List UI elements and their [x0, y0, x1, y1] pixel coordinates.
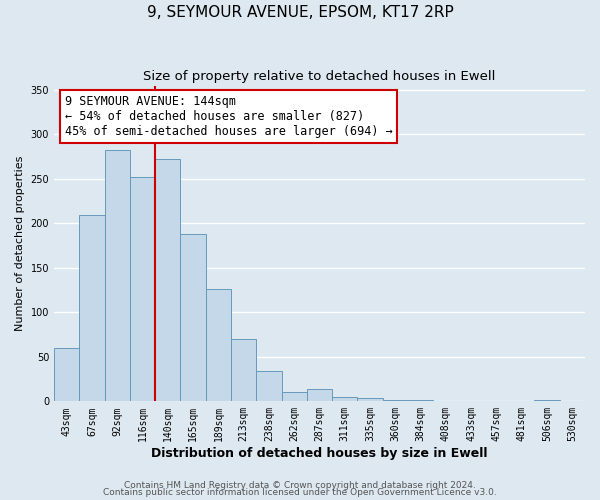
- Bar: [206, 290, 231, 402]
- Bar: [256, 371, 281, 402]
- Bar: [281, 392, 307, 402]
- Bar: [181, 234, 206, 402]
- Bar: [358, 398, 383, 402]
- Bar: [231, 339, 256, 402]
- Bar: [332, 397, 358, 402]
- Bar: [535, 400, 560, 402]
- X-axis label: Distribution of detached houses by size in Ewell: Distribution of detached houses by size …: [151, 447, 488, 460]
- Bar: [54, 348, 79, 402]
- Bar: [104, 150, 130, 402]
- Bar: [383, 400, 408, 402]
- Y-axis label: Number of detached properties: Number of detached properties: [15, 156, 25, 331]
- Bar: [130, 177, 155, 402]
- Bar: [155, 160, 181, 402]
- Text: Contains HM Land Registry data © Crown copyright and database right 2024.: Contains HM Land Registry data © Crown c…: [124, 480, 476, 490]
- Text: 9 SEYMOUR AVENUE: 144sqm
← 54% of detached houses are smaller (827)
45% of semi-: 9 SEYMOUR AVENUE: 144sqm ← 54% of detach…: [65, 95, 392, 138]
- Bar: [307, 389, 332, 402]
- Title: Size of property relative to detached houses in Ewell: Size of property relative to detached ho…: [143, 70, 496, 83]
- Bar: [408, 400, 433, 402]
- Bar: [79, 214, 104, 402]
- Text: Contains public sector information licensed under the Open Government Licence v3: Contains public sector information licen…: [103, 488, 497, 497]
- Text: 9, SEYMOUR AVENUE, EPSOM, KT17 2RP: 9, SEYMOUR AVENUE, EPSOM, KT17 2RP: [146, 5, 454, 20]
